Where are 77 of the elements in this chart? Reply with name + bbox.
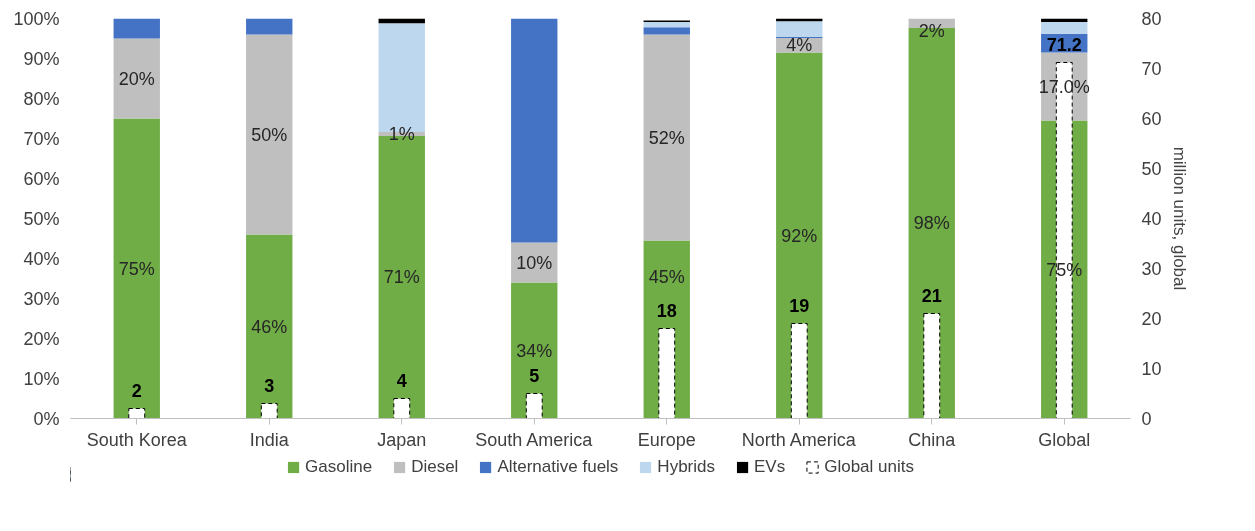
y-tick-label: 10%	[23, 368, 60, 389]
legend-label: Global units	[824, 457, 914, 477]
data-label: 98%	[913, 213, 950, 234]
y2-tick-label: 40	[1141, 209, 1162, 229]
bar	[113, 18, 160, 39]
bar	[393, 398, 411, 419]
data-label: 71%	[383, 267, 420, 288]
y-tick-label: 50%	[23, 208, 60, 229]
y2-tick-label: 20	[1141, 309, 1162, 329]
y-tick-label: 100%	[13, 8, 60, 29]
bar	[511, 18, 558, 243]
bar	[260, 403, 278, 419]
legend-label: Alternative fuels	[497, 457, 619, 477]
data-label: 18	[656, 300, 677, 321]
y-tick-label: 40%	[23, 248, 60, 269]
bar	[643, 27, 690, 35]
x-tick-label: South America	[475, 429, 594, 450]
bar	[525, 393, 543, 419]
legend-label: Diesel	[411, 457, 459, 477]
bar	[246, 18, 293, 35]
legend-label: EVs	[753, 457, 786, 477]
data-label: 46%	[251, 316, 288, 337]
x-tick-label: India	[249, 429, 290, 450]
bar	[643, 34, 690, 241]
bar	[1041, 22, 1088, 34]
data-label: 3	[264, 375, 275, 396]
y2-axis-title: million units, global	[1169, 146, 1189, 291]
y2-tick-label: 70	[1141, 59, 1162, 79]
x-tick-label: China	[908, 429, 957, 450]
data-label: 45%	[648, 266, 685, 287]
data-label: 20%	[118, 68, 155, 89]
y2-tick-label: 10	[1141, 359, 1162, 379]
x-tick-label: Japan	[377, 429, 427, 450]
data-label: 4	[396, 370, 407, 391]
bar	[113, 118, 160, 419]
data-label: 92%	[781, 225, 818, 246]
bar	[113, 38, 160, 119]
legend-label: Hybrids	[657, 457, 715, 477]
legend-label: Gasoline	[305, 457, 373, 477]
bar	[511, 282, 558, 419]
y2-tick-label: 80	[1141, 9, 1162, 29]
x-tick-label: North America	[741, 429, 857, 450]
y2-tick-label: 30	[1141, 259, 1162, 279]
y-tick-label: 90%	[23, 48, 60, 69]
data-label: 4%	[786, 35, 813, 56]
data-label: 71.2	[1046, 34, 1082, 55]
y-tick-label: 70%	[23, 128, 60, 149]
data-label: 21	[921, 285, 942, 306]
bar	[790, 323, 808, 419]
data-label: 2	[131, 380, 142, 401]
y-tick-label: 60%	[23, 168, 60, 189]
data-label: 5	[529, 365, 540, 386]
bar	[246, 234, 293, 419]
y2-tick-label: 60	[1141, 109, 1162, 129]
data-label: 34%	[516, 340, 553, 361]
data-label: 19	[789, 295, 810, 316]
bar	[246, 34, 293, 235]
data-label: 75%	[118, 258, 155, 279]
y2-tick-label: 0	[1141, 409, 1152, 429]
y-tick-label: 20%	[23, 328, 60, 349]
data-label: 52%	[648, 127, 685, 148]
y2-tick-label: 50	[1141, 159, 1162, 179]
data-label: 17.0%	[1038, 76, 1090, 97]
bar	[923, 313, 941, 419]
y-tick-label: 0%	[33, 408, 60, 429]
bar	[128, 408, 146, 419]
bar	[658, 328, 676, 419]
bar	[776, 21, 823, 37]
bar	[776, 52, 823, 419]
data-label: 50%	[251, 124, 288, 145]
x-tick-label: Europe	[637, 429, 696, 450]
y-tick-label: 80%	[23, 88, 60, 109]
y-tick-label: 30%	[23, 288, 60, 309]
data-label: 10%	[516, 252, 553, 273]
bar	[643, 22, 690, 28]
x-tick-label: Global	[1038, 429, 1091, 450]
x-tick-label: South Korea	[86, 429, 188, 450]
